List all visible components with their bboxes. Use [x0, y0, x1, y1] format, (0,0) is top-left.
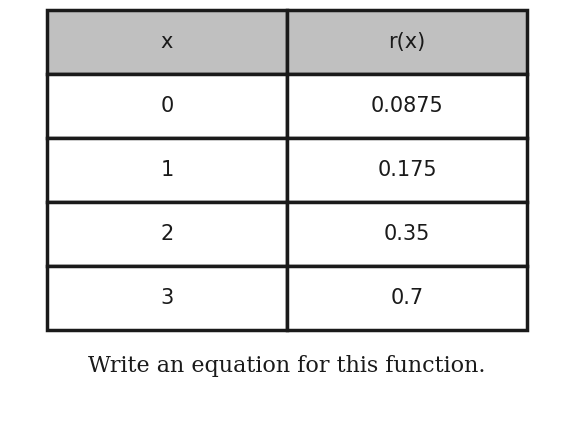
Bar	[47, 202, 287, 266]
Bar	[287, 266, 527, 330]
Bar	[287, 138, 527, 202]
Text: r(x): r(x)	[389, 32, 426, 52]
Bar	[287, 10, 527, 74]
Bar	[47, 138, 287, 202]
Text: x: x	[161, 32, 173, 52]
Text: 3: 3	[160, 288, 173, 308]
Text: 1: 1	[160, 160, 173, 180]
Bar	[47, 74, 287, 138]
Bar	[47, 266, 287, 330]
Text: 2: 2	[160, 224, 173, 244]
Text: Write an equation for this function.: Write an equation for this function.	[88, 355, 486, 377]
Text: 0.7: 0.7	[390, 288, 424, 308]
Bar	[47, 10, 287, 74]
Text: 0.175: 0.175	[377, 160, 437, 180]
Bar	[287, 74, 527, 138]
Text: 0: 0	[160, 96, 173, 116]
Bar	[287, 202, 527, 266]
Text: 0.0875: 0.0875	[371, 96, 443, 116]
Text: 0.35: 0.35	[384, 224, 430, 244]
